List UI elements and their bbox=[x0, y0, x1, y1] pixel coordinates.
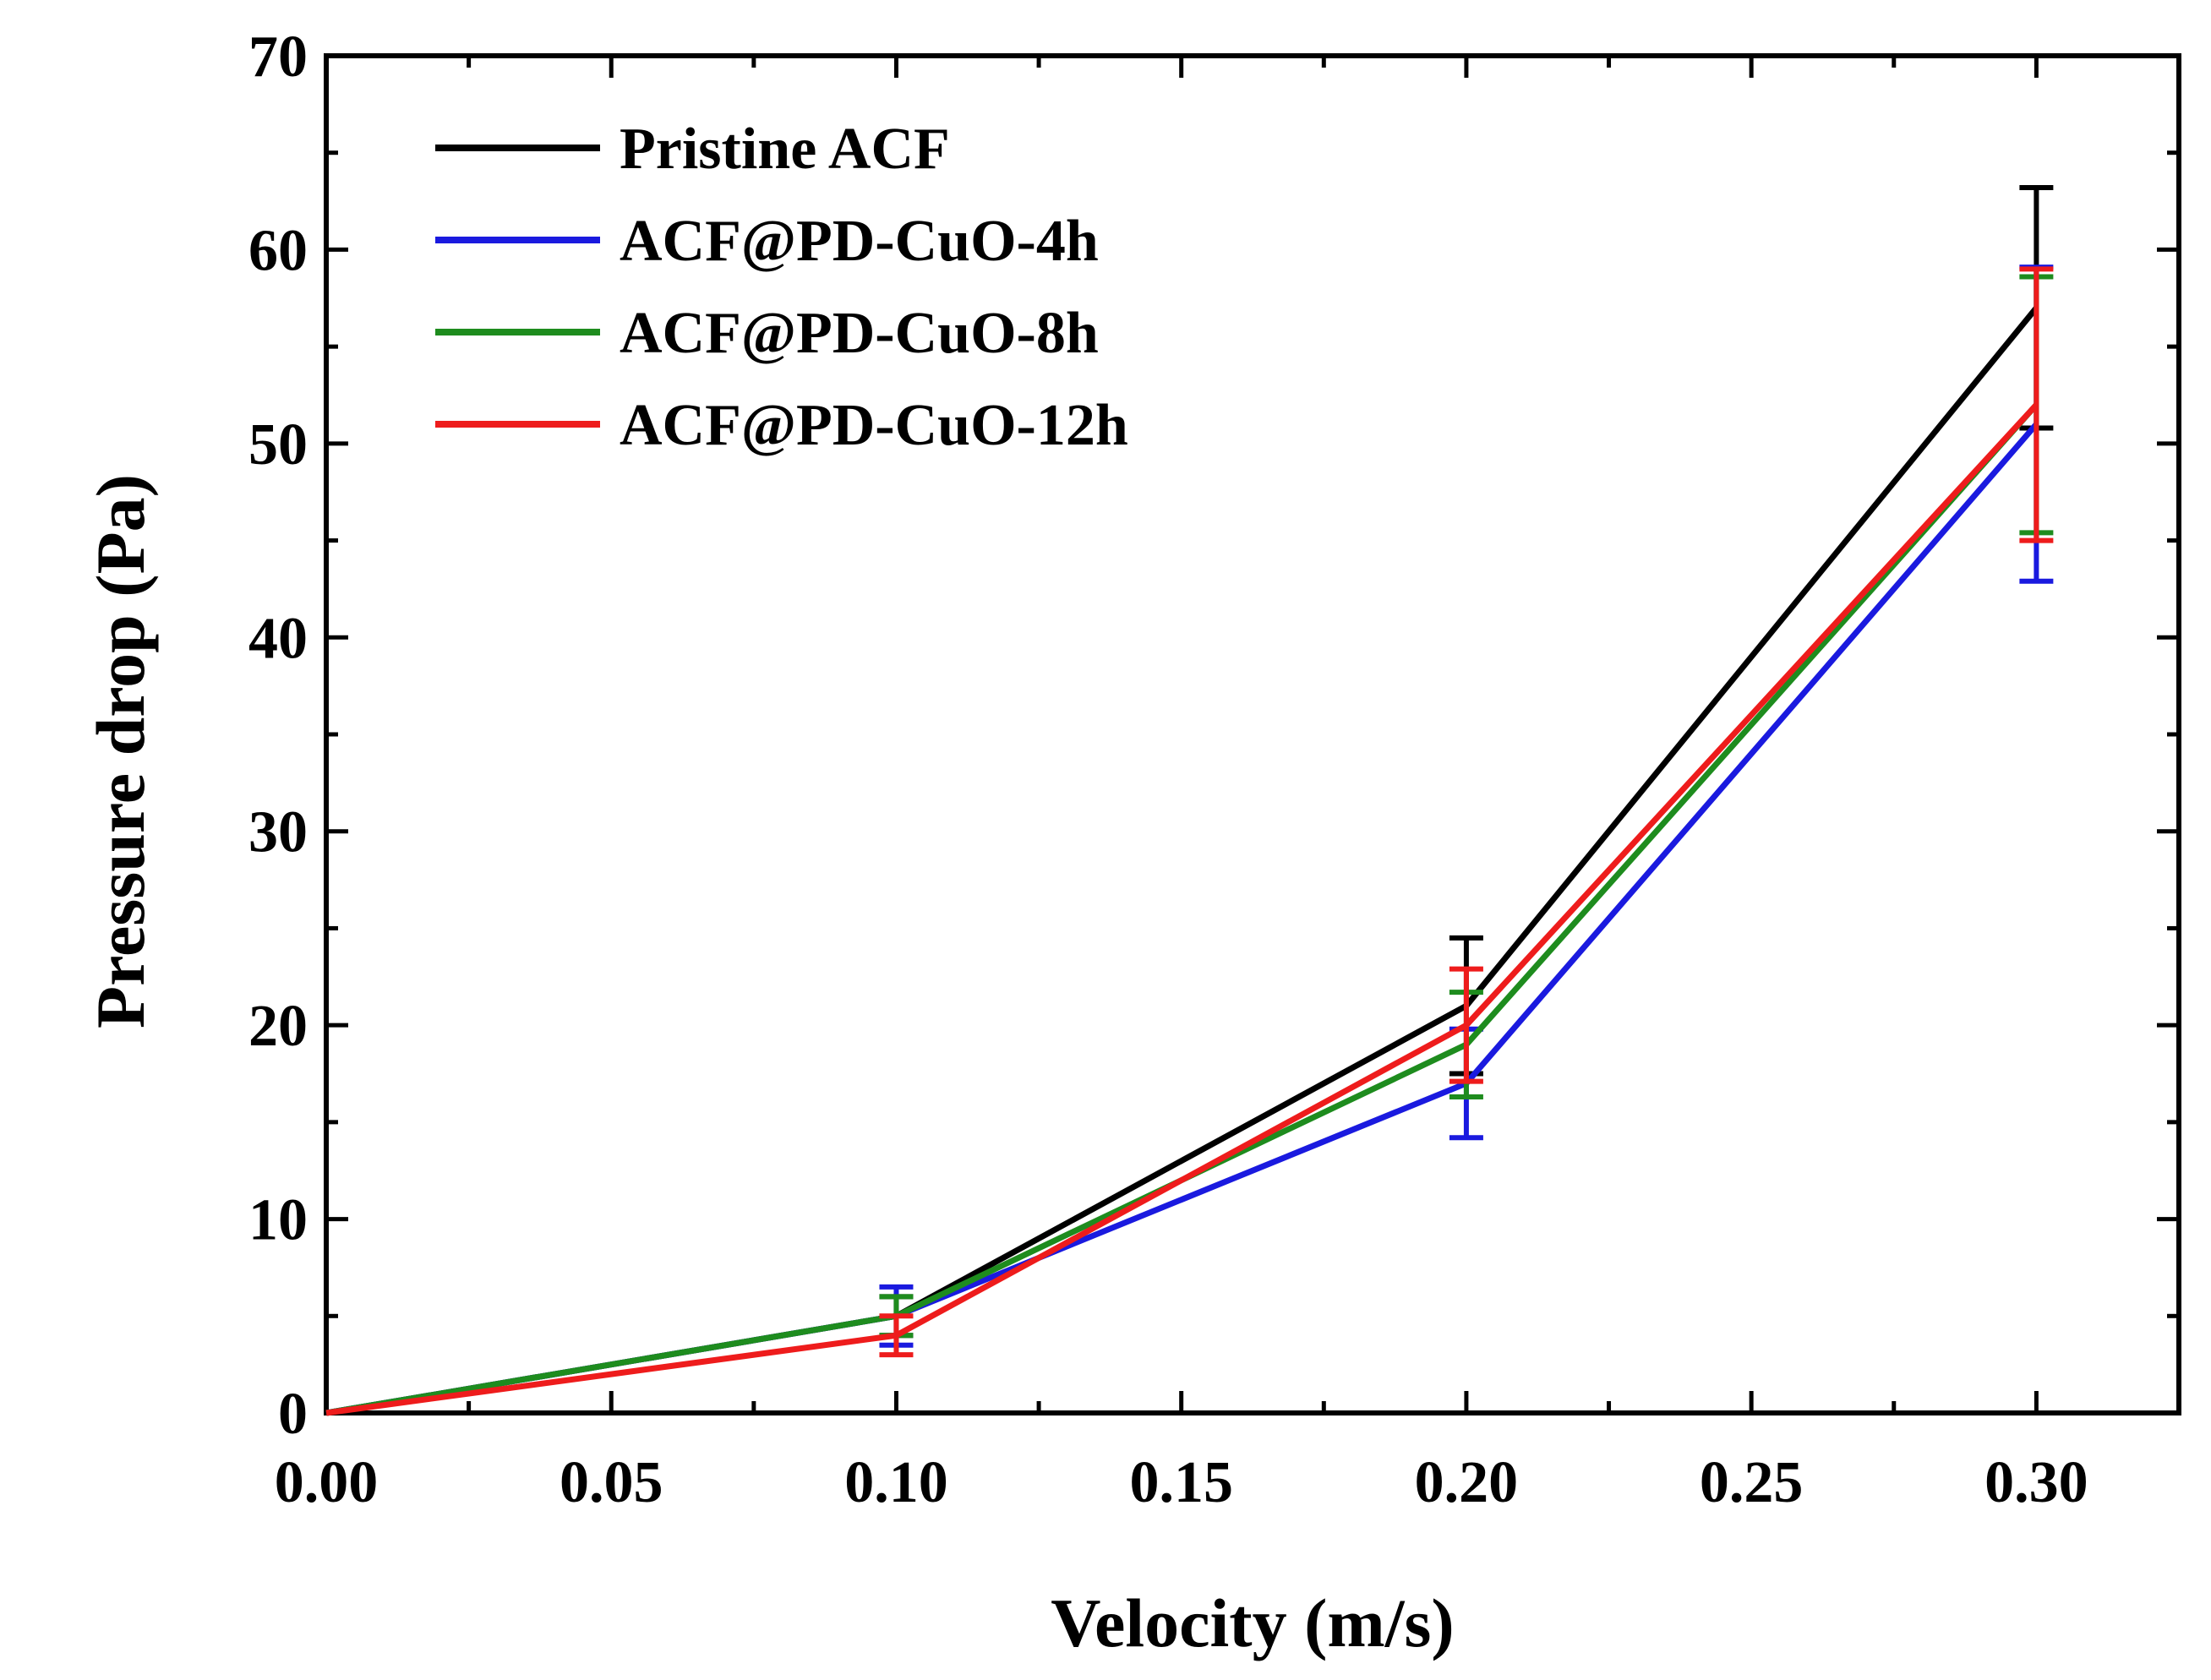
legend-label: ACF@PD-CuO-4h bbox=[620, 209, 1099, 274]
x-tick-label: 0.05 bbox=[560, 1450, 663, 1515]
series-3 bbox=[325, 266, 2054, 1416]
legend-label: ACF@PD-CuO-12h bbox=[620, 393, 1128, 458]
x-tick-label: 0.00 bbox=[275, 1450, 379, 1515]
x-tick-label: 0.10 bbox=[844, 1450, 948, 1515]
y-tick-label: 70 bbox=[248, 25, 308, 90]
y-axis-title: Pressure drop (Pa) bbox=[82, 474, 159, 1028]
y-tick-label: 50 bbox=[248, 412, 308, 477]
legend-label: ACF@PD-CuO-8h bbox=[620, 301, 1099, 366]
x-tick-label: 0.25 bbox=[1700, 1450, 1804, 1515]
y-axis-ticks: 0 10 20 30 40 50 60 70 bbox=[248, 25, 2179, 1447]
legend-item: ACF@PD-CuO-12h bbox=[435, 393, 1128, 458]
series-line bbox=[325, 306, 2039, 1416]
plot-area-border bbox=[324, 53, 2181, 1415]
series-2 bbox=[325, 274, 2054, 1416]
x-axis-ticks: 0.00 0.05 0.10 0.15 0.20 0.25 0.30 bbox=[275, 56, 2181, 1515]
legend: Pristine ACF ACF@PD-CuO-4h ACF@PD-CuO-8h AC… bbox=[435, 117, 1128, 458]
series-1 bbox=[325, 265, 2054, 1416]
legend-label: Pristine ACF bbox=[620, 117, 950, 182]
series-layer bbox=[325, 185, 2054, 1416]
y-tick-label: 10 bbox=[248, 1188, 308, 1253]
y-tick-label: 0 bbox=[278, 1382, 308, 1447]
series-0 bbox=[325, 185, 2054, 1416]
x-axis-title: Velocity (m/s) bbox=[1051, 1585, 1454, 1661]
legend-item: ACF@PD-CuO-4h bbox=[435, 209, 1099, 274]
series-line bbox=[325, 402, 2039, 1416]
y-tick-label: 20 bbox=[248, 994, 308, 1059]
legend-item: Pristine ACF bbox=[435, 117, 950, 182]
x-tick-label: 0.15 bbox=[1129, 1450, 1233, 1515]
series-line bbox=[325, 422, 2039, 1416]
plot-frame bbox=[324, 53, 2181, 1415]
y-tick-label: 40 bbox=[248, 606, 308, 671]
series-line bbox=[325, 402, 2039, 1416]
x-tick-label: 0.20 bbox=[1415, 1450, 1519, 1515]
x-tick-label: 0.30 bbox=[1984, 1450, 2088, 1515]
y-tick-label: 60 bbox=[248, 218, 308, 283]
legend-item: ACF@PD-CuO-8h bbox=[435, 301, 1099, 366]
y-tick-label: 30 bbox=[248, 800, 308, 865]
